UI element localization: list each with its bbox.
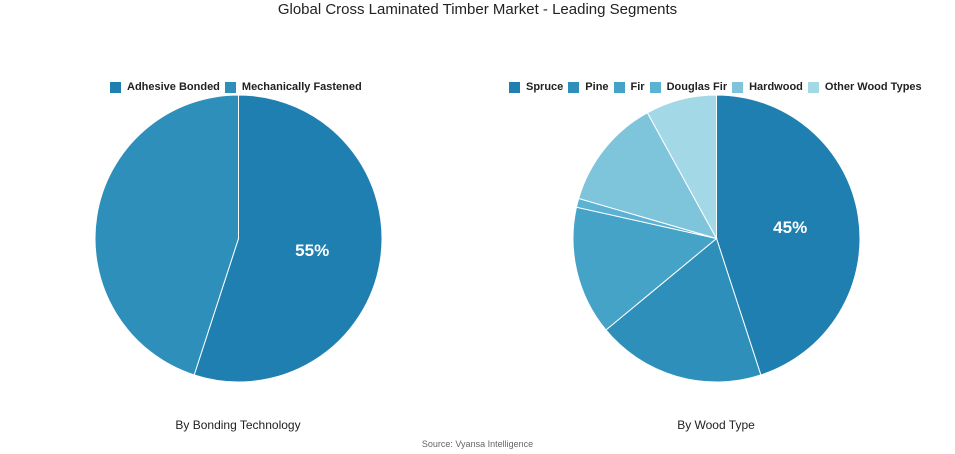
pie-slice-adhesive-bonded — [193, 94, 383, 383]
legend-swatch — [224, 81, 236, 93]
legend-label: Fir — [630, 81, 645, 93]
legend-bonding-technology: Adhesive Bonded Mechanically Fastened — [110, 79, 367, 95]
chart-title: Global Cross Laminated Timber Market - L… — [277, 1, 678, 18]
pie-slice-hardwood — [578, 112, 718, 240]
pie-slice-fir — [572, 206, 718, 331]
subtitle-bonding-technology: By Bonding Technology — [175, 418, 301, 432]
pie-slice-mechanically-fastened — [94, 94, 239, 376]
data-label: 45% — [773, 218, 807, 237]
legend-label: Other Wood Types — [824, 81, 922, 93]
legend-swatch — [649, 81, 661, 93]
legend-item-spruce: Spruce — [509, 81, 563, 93]
legend-label: Hardwood — [749, 81, 803, 93]
legend-swatch — [509, 81, 520, 93]
source-note: Source: Vyansa Intelligence — [421, 439, 534, 449]
pie-slice-pine — [605, 237, 762, 383]
legend-item-other-wood-types: Other Wood Types — [807, 81, 922, 93]
legend-swatch — [568, 81, 580, 93]
legend-wood-type: Spruce Pine Fir Douglas Fir Hardwood Oth… — [509, 79, 927, 95]
legend-item-douglas-fir: Douglas Fir — [649, 81, 728, 93]
legend-label: Pine — [585, 81, 609, 93]
legend-item-hardwood: Hardwood — [732, 81, 803, 93]
pie-1: 45% — [572, 94, 861, 383]
pie-slice-spruce — [716, 94, 861, 376]
legend-label: Mechanically Fastened — [241, 81, 362, 93]
legend-label: Adhesive Bonded — [127, 81, 220, 93]
pie-0: 55% — [94, 94, 383, 383]
legend-label: Spruce — [526, 81, 564, 93]
legend-swatch — [613, 81, 625, 93]
legend-item-pine: Pine — [568, 81, 609, 93]
legend-item-fir: Fir — [613, 81, 645, 93]
legend-item-mechanically-fastened: Mechanically Fastened — [224, 81, 362, 93]
legend-swatch — [807, 81, 819, 93]
subtitle-wood-type: By Wood Type — [677, 418, 755, 432]
data-label: 55% — [295, 241, 329, 260]
pie-slice-other-wood-types — [646, 94, 717, 239]
legend-swatch — [732, 81, 744, 93]
legend-label: Douglas Fir — [666, 81, 728, 93]
legend-swatch — [110, 81, 121, 93]
legend-item-adhesive-bonded: Adhesive Bonded — [110, 81, 220, 93]
